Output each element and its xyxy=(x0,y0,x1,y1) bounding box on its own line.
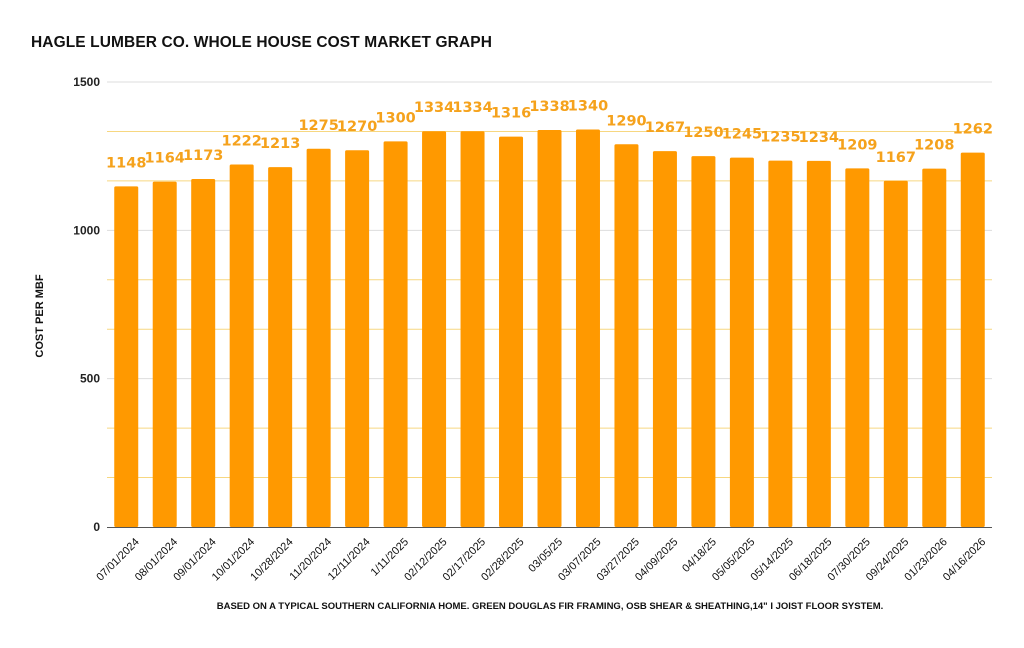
y-tick-label: 500 xyxy=(80,372,100,386)
bar xyxy=(537,130,562,527)
x-tick-label: 03/05/25 xyxy=(526,536,565,575)
data-label: 1222 xyxy=(221,133,261,149)
bar xyxy=(806,160,831,527)
data-label: 1235 xyxy=(760,130,800,146)
data-label: 1250 xyxy=(683,125,723,141)
x-tick-label: 12/11/2024 xyxy=(326,536,373,583)
bar xyxy=(306,148,331,527)
bar xyxy=(960,152,985,527)
bar xyxy=(383,141,408,528)
bar xyxy=(268,167,293,528)
data-label: 1234 xyxy=(799,130,839,146)
bar xyxy=(729,157,754,527)
bar xyxy=(422,131,447,527)
data-label: 1270 xyxy=(337,119,377,135)
y-tick-label: 1500 xyxy=(73,75,100,89)
data-label: 1290 xyxy=(606,113,646,129)
data-label: 1316 xyxy=(491,106,531,122)
data-label: 1148 xyxy=(106,155,146,171)
data-label: 1173 xyxy=(183,148,223,164)
data-label: 1334 xyxy=(414,100,454,116)
x-tick-label: 04/18/25 xyxy=(680,536,719,575)
bar xyxy=(229,164,254,527)
data-label: 1275 xyxy=(298,118,338,134)
bar xyxy=(922,168,947,528)
chart-title: HAGLE LUMBER CO. WHOLE HOUSE COST MARKET… xyxy=(31,34,492,51)
data-label: 1245 xyxy=(722,127,762,143)
data-label: 1213 xyxy=(260,136,300,152)
data-label: 1338 xyxy=(529,99,569,115)
bar xyxy=(614,144,639,528)
data-label: 1340 xyxy=(568,98,608,114)
bar xyxy=(191,179,216,527)
data-label: 1209 xyxy=(837,137,877,153)
data-label: 1164 xyxy=(145,151,185,167)
y-tick-label: 0 xyxy=(93,520,100,534)
bar xyxy=(845,168,870,527)
bar xyxy=(575,129,600,527)
data-label: 1208 xyxy=(914,138,954,154)
bar xyxy=(883,180,908,528)
data-label: 1334 xyxy=(452,100,492,116)
bar xyxy=(152,181,177,527)
data-label: 1300 xyxy=(375,110,415,126)
data-label: 1167 xyxy=(876,150,916,166)
bar xyxy=(499,136,524,527)
bar xyxy=(460,131,485,527)
bar xyxy=(345,150,370,527)
chart-footnote: BASED ON A TYPICAL SOUTHERN CALIFORNIA H… xyxy=(216,601,884,612)
bar xyxy=(114,186,139,527)
data-label: 1262 xyxy=(953,122,993,138)
bar xyxy=(652,151,677,527)
y-tick-label: 1000 xyxy=(73,223,100,237)
bar xyxy=(768,160,793,527)
bar xyxy=(691,156,716,527)
data-label: 1267 xyxy=(645,120,685,136)
